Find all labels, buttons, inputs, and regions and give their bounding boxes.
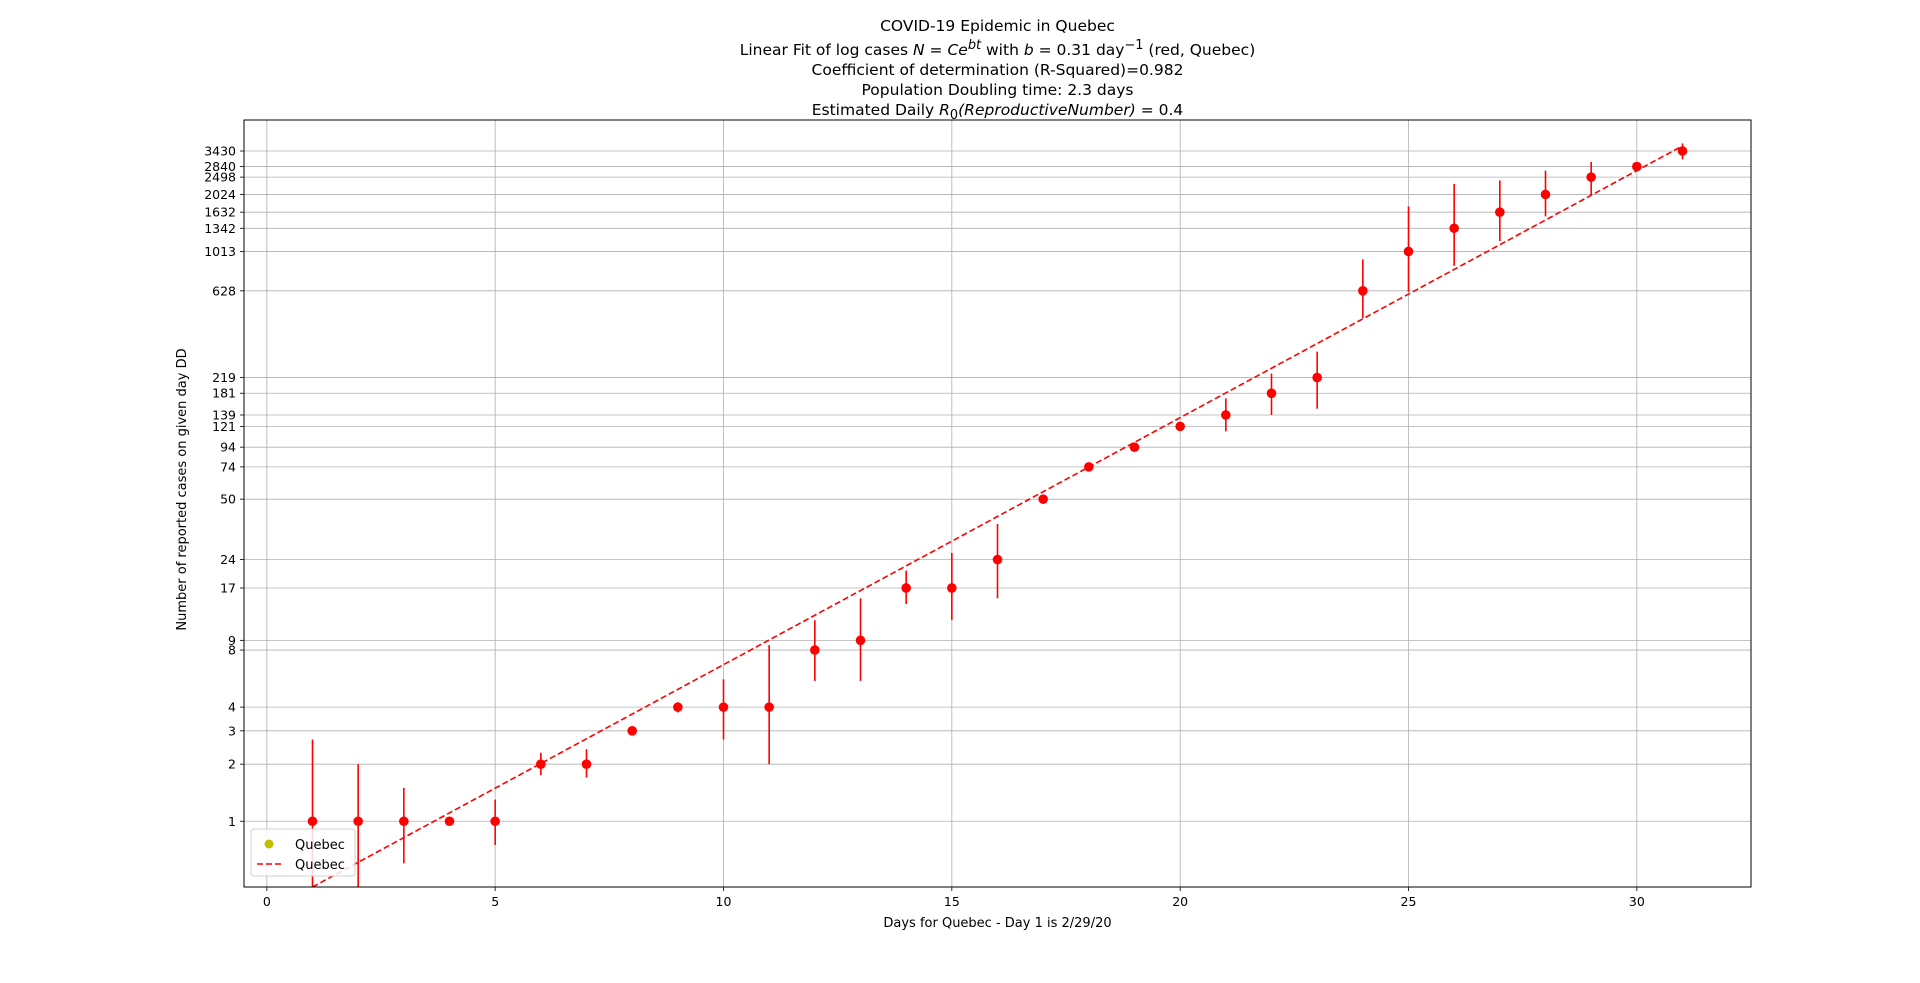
title-r-mid: (ReproductiveNumber) [958, 101, 1136, 120]
data-point [1221, 410, 1231, 420]
y-tick-label: 94 [220, 440, 236, 455]
x-tick-label: 20 [1172, 894, 1188, 909]
x-tick-label: 10 [716, 894, 732, 909]
x-axis-label: Days for Quebec - Day 1 is 2/29/20 [883, 916, 1111, 931]
title-b-val: = 0.31 day [1033, 41, 1125, 60]
data-point [1449, 223, 1459, 234]
y-tick-label: 1013 [204, 244, 236, 259]
x-tick-label: 15 [944, 894, 960, 909]
data-point [581, 759, 592, 769]
data-point [673, 702, 683, 712]
y-tick-label: 17 [220, 580, 236, 595]
legend-label: Quebec [295, 858, 345, 873]
y-tick-label: 2024 [204, 187, 236, 202]
data-point [1266, 388, 1277, 399]
title-eq-exp: bt [967, 38, 982, 53]
data-point [490, 816, 500, 827]
y-tick-label: 121 [212, 419, 236, 434]
x-tick-label: 25 [1401, 894, 1417, 909]
data-point [353, 816, 363, 827]
title-eq-base: Ce [947, 41, 968, 60]
data-point [855, 635, 866, 646]
chart-title: COVID-19 Epidemic in Quebec Linear Fit o… [0, 16, 1920, 126]
data-point [947, 583, 957, 593]
data-point [1129, 442, 1140, 452]
y-tick-label: 181 [212, 386, 236, 401]
data-point [901, 583, 911, 593]
x-tick-label: 0 [263, 894, 271, 909]
y-tick-label: 139 [212, 407, 236, 422]
data-point [536, 759, 546, 769]
y-axis-label: Number of reported cases on given day DD [175, 348, 190, 630]
data-point [718, 702, 729, 712]
legend-marker-dot [264, 839, 274, 849]
title-line-5-suffix: = 0.4 [1135, 101, 1184, 120]
title-with: with [981, 41, 1024, 60]
data-point [810, 645, 820, 655]
data-point [307, 816, 318, 827]
data-point [1358, 286, 1368, 296]
plot-frame [243, 119, 1752, 888]
y-tick-label: 1 [228, 814, 236, 829]
data-point [1632, 161, 1642, 172]
x-tick-label: 30 [1629, 894, 1645, 909]
title-line-5-prefix: Estimated Daily [811, 101, 940, 120]
y-tick-label: 1342 [204, 221, 236, 236]
legend: Quebec Quebec [250, 828, 356, 877]
fit-line [312, 145, 1683, 888]
title-line-2: Linear Fit of log cases N = Cebt with b … [0, 36, 1920, 60]
title-b: b [1023, 41, 1034, 60]
data-point [1403, 246, 1414, 257]
title-line-2-suffix: (red, Quebec) [1143, 41, 1256, 60]
data-point [1540, 189, 1551, 200]
data-point [627, 726, 637, 736]
y-tick-label: 8 [228, 643, 236, 658]
data-point [1312, 372, 1322, 383]
title-r: R [939, 101, 950, 120]
legend-label: Quebec [295, 838, 345, 853]
title-b-exp: −1 [1124, 38, 1144, 53]
y-tick-label: 2498 [204, 170, 236, 185]
title-line-5: Estimated Daily R0(ReproductiveNumber) =… [0, 100, 1920, 126]
y-tick-label: 74 [220, 459, 236, 474]
y-tick-label: 50 [220, 492, 236, 507]
title-line-3: Coefficient of determination (R-Squared)… [811, 61, 1184, 80]
y-tick-label: 3430 [204, 144, 236, 159]
data-point [992, 554, 1003, 565]
y-tick-label: 4 [228, 700, 236, 715]
y-tick-label: 9 [228, 633, 236, 648]
y-tick-label: 2840 [204, 159, 236, 174]
y-tick-label: 219 [212, 370, 236, 385]
y-tick-label: 3 [228, 723, 236, 738]
title-line-2-prefix: Linear Fit of log cases [739, 41, 913, 60]
title-line-4: Population Doubling time: 2.3 days [861, 81, 1134, 100]
data-point [764, 702, 774, 712]
title-line-1: COVID-19 Epidemic in Quebec [880, 17, 1115, 35]
y-tick-label: 2 [228, 757, 236, 772]
data-point [444, 816, 455, 827]
title-eq-lhs: N [913, 41, 925, 60]
x-tick-label: 5 [491, 894, 499, 909]
title-r-sub: 0 [949, 108, 959, 124]
data-point [399, 816, 409, 827]
data-point [1084, 462, 1094, 472]
grid-lines [244, 120, 1751, 887]
y-tick-label: 1632 [204, 205, 236, 220]
title-eq-mid: = [924, 41, 948, 60]
data-point [1586, 172, 1596, 182]
y-tick-label: 628 [212, 283, 236, 298]
y-tick-label: 24 [220, 552, 236, 567]
data-points-layer [307, 143, 1688, 887]
data-point [1495, 207, 1505, 217]
data-point [1038, 494, 1048, 504]
data-point [1677, 146, 1688, 156]
data-point [1175, 421, 1185, 432]
fit-line-layer [312, 145, 1683, 888]
